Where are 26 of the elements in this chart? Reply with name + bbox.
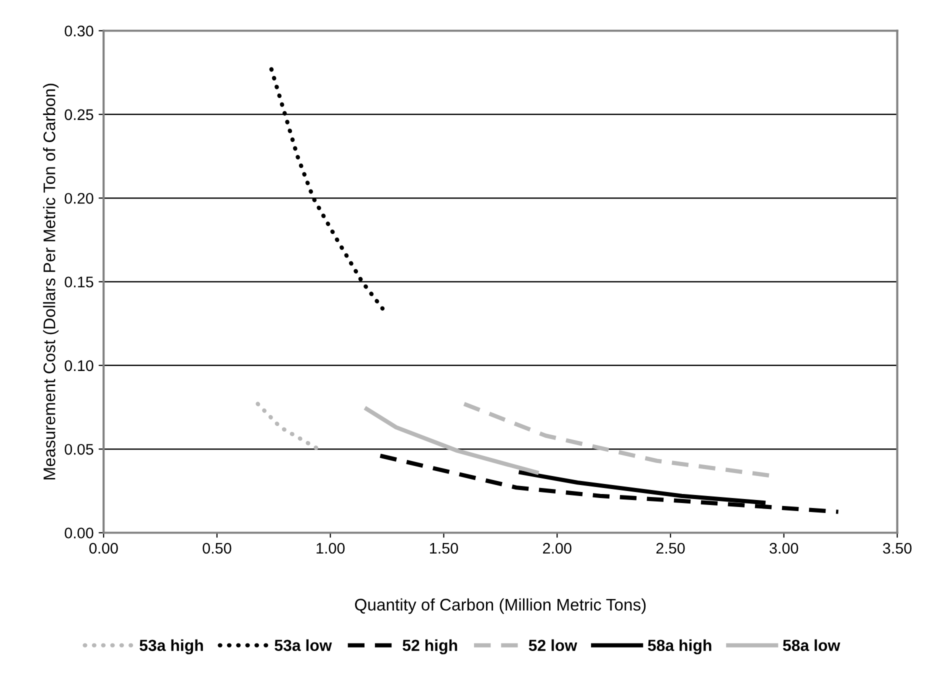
line-series — [378, 454, 840, 514]
x-tick-label: 2.00 — [543, 542, 572, 554]
legend-label: 53a high — [140, 639, 203, 654]
x-tick-label: 1.50 — [430, 542, 458, 554]
legend-label: 52 low — [528, 639, 578, 652]
line-series — [364, 406, 539, 475]
line-series — [518, 470, 766, 505]
x-tick-label: 2.50 — [656, 542, 685, 554]
x-tick-label: 0.00 — [89, 542, 118, 554]
y-axis-title: Measurement Cost (Dollars Per Metric Ton of Carbon) — [43, 84, 59, 480]
y-tick-label: 0.25 — [64, 109, 94, 120]
x-tick-label: 0.50 — [202, 542, 232, 554]
legend-label: 52 high — [402, 639, 458, 654]
legend-label: 58a high — [648, 639, 712, 654]
y-tick-label: 0.15 — [64, 276, 94, 288]
x-tick-label: 3.00 — [770, 542, 798, 554]
y-tick-label: 0.10 — [64, 360, 94, 372]
y-tick-label: 0.20 — [64, 192, 94, 204]
legend-label: 58a low — [782, 639, 840, 652]
legend-label: 53a low — [274, 639, 332, 652]
x-tick-label: 1.00 — [316, 542, 345, 554]
x-axis-title: Quantity of Carbon (Million Metric Tons) — [355, 598, 646, 614]
y-tick-label: 0.00 — [64, 528, 94, 538]
y-tick-label: 0.05 — [64, 444, 94, 455]
y-tick-label: 0.30 — [64, 26, 94, 36]
x-tick-label: 3.50 — [882, 542, 912, 554]
